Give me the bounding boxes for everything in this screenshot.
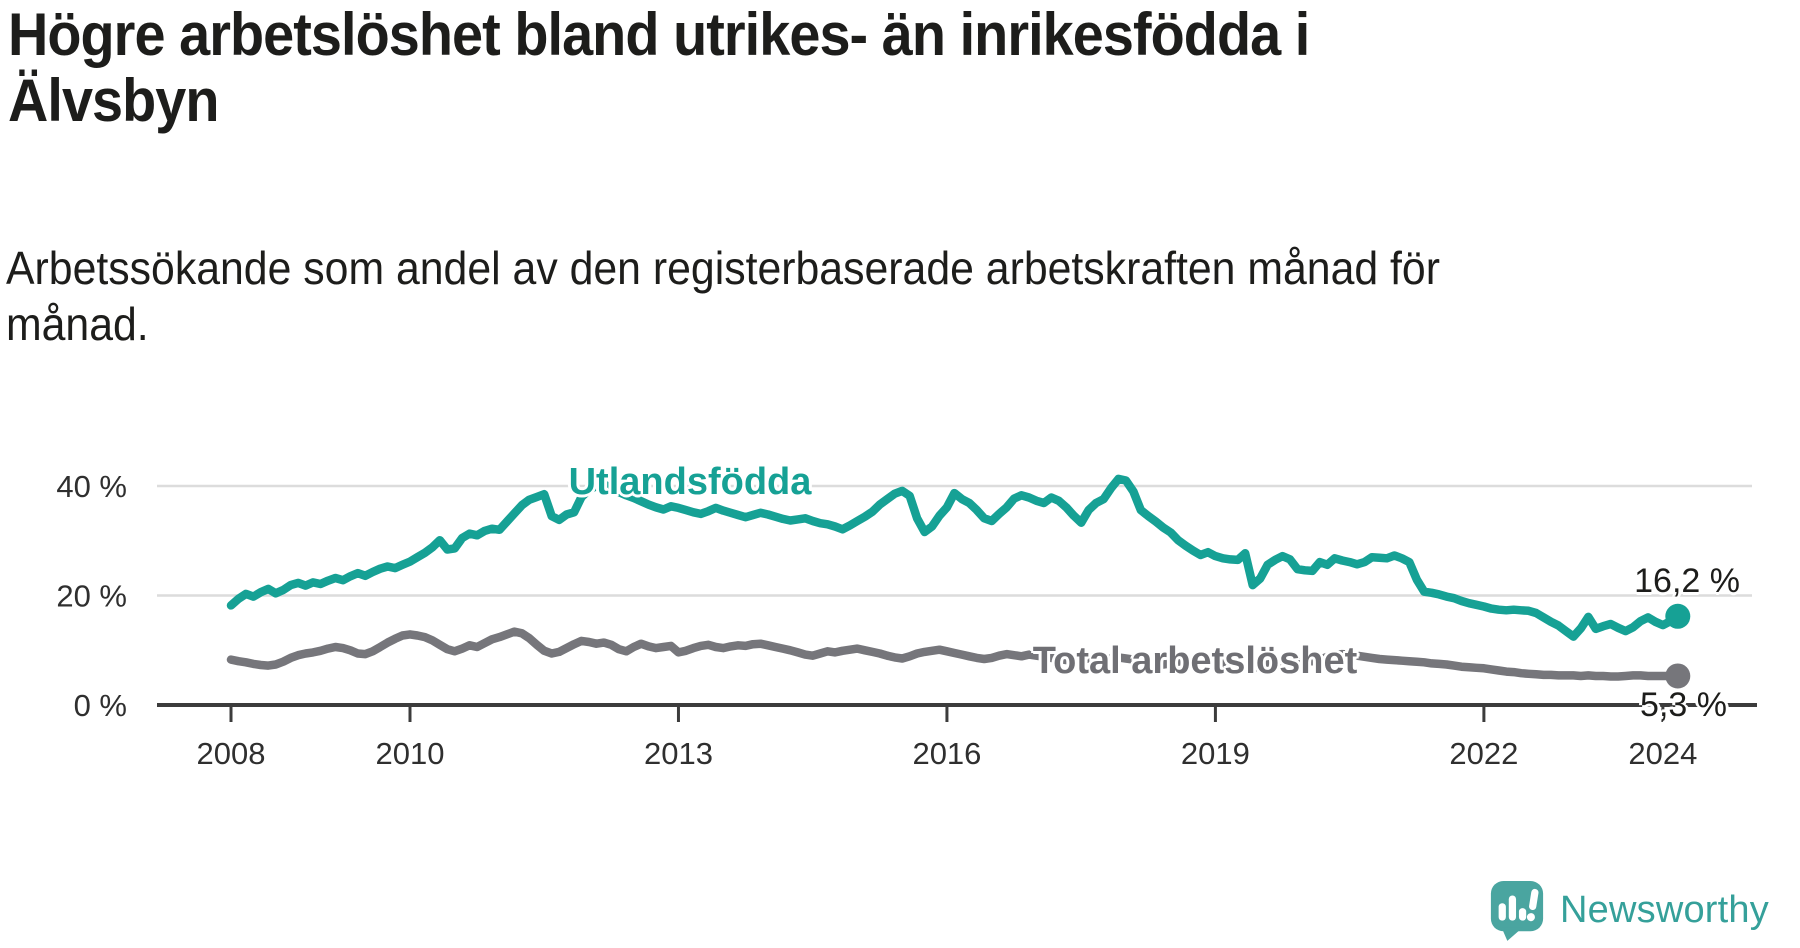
series-line-0 xyxy=(226,474,1683,641)
newsworthy-wordmark: Newsworthy xyxy=(1560,888,1769,931)
series-end-dot-1 xyxy=(1665,663,1691,689)
y-axis-tick-label: 20 % xyxy=(56,579,127,614)
x-axis-tick-label: 2022 xyxy=(1449,736,1518,771)
title-line-2: Älvsbyn xyxy=(8,67,220,134)
end-value-utlandsfodda: 16,2 % xyxy=(1634,562,1740,600)
page-title: Högre arbetslöshet bland utrikes- än inr… xyxy=(8,2,1775,134)
x-axis-tick-label: 2019 xyxy=(1181,736,1250,771)
y-axis-tick-label: 0 % xyxy=(74,688,127,723)
x-axis-tick-label: 2013 xyxy=(644,736,713,771)
y-axis-tick-label: 40 % xyxy=(56,469,127,504)
subtitle-line-1: Arbetssökande som andel av den registerb… xyxy=(6,242,1440,294)
newsworthy-bubble-chart-icon xyxy=(1490,881,1544,941)
subtitle-line-2: månad. xyxy=(6,298,149,351)
x-axis-tick-label: 2016 xyxy=(912,736,981,771)
series-end-dot-0 xyxy=(1665,603,1691,629)
series-label-utlandsfodda: Utlandsfödda xyxy=(568,461,812,503)
series-line-1 xyxy=(226,627,1683,681)
chart-subtitle: Arbetssökande som andel av den registerb… xyxy=(6,240,1773,352)
newsworthy-logo: Newsworthy xyxy=(1488,880,1769,941)
x-axis-tick-label: 2010 xyxy=(376,736,445,771)
x-axis-tick-label: 2024 xyxy=(1628,736,1697,771)
title-line-1: Högre arbetslöshet bland utrikes- än inr… xyxy=(8,1,1310,68)
series-label-total-arbetsloshet: Total arbetslöshet xyxy=(1032,640,1358,682)
end-value-total-arbetsloshet: 5,3 % xyxy=(1640,686,1727,724)
x-axis-tick-label: 2008 xyxy=(197,736,266,771)
